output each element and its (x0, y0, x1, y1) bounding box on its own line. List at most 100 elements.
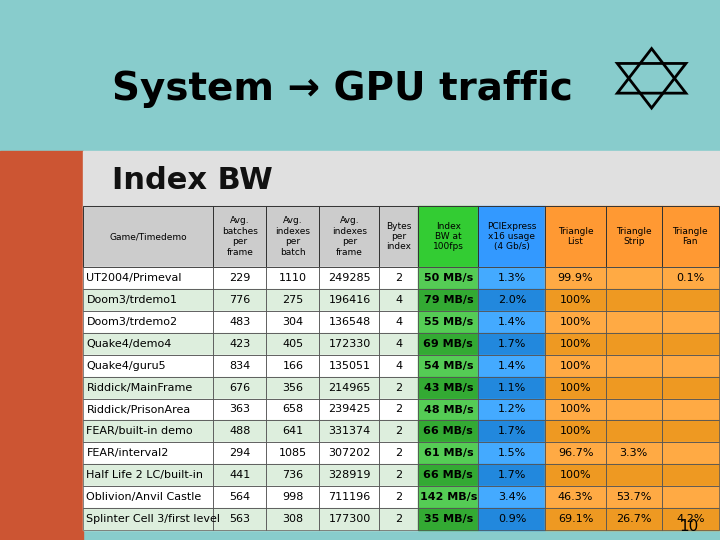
Text: Index
BW at
100fps: Index BW at 100fps (433, 221, 464, 252)
Text: 998: 998 (282, 492, 304, 502)
Bar (546, 421, 606, 442)
Bar (266, 267, 320, 289)
Bar (83, 421, 214, 442)
Bar (83, 442, 214, 464)
Bar (83, 487, 214, 508)
Bar (320, 487, 379, 508)
Text: Triangle
List: Triangle List (558, 227, 593, 246)
Bar (546, 508, 606, 530)
Bar (83, 464, 214, 487)
Bar (266, 355, 320, 376)
Text: 1.7%: 1.7% (498, 427, 526, 436)
Text: 66 MB/s: 66 MB/s (423, 470, 473, 481)
Bar (379, 376, 418, 399)
Bar (546, 289, 606, 310)
Bar (662, 333, 719, 355)
Text: 405: 405 (282, 339, 304, 349)
Bar (379, 487, 418, 508)
Bar (606, 376, 662, 399)
Bar (546, 333, 606, 355)
Bar (662, 355, 719, 376)
Bar (379, 508, 418, 530)
Text: 53.7%: 53.7% (616, 492, 652, 502)
Bar (418, 310, 478, 333)
Bar (418, 464, 478, 487)
Text: 100%: 100% (559, 427, 591, 436)
Text: Half Life 2 LC/built-in: Half Life 2 LC/built-in (86, 470, 204, 481)
Text: 2: 2 (395, 273, 402, 283)
Text: Triangle
Fan: Triangle Fan (672, 227, 708, 246)
Bar (83, 376, 214, 399)
Bar (320, 399, 379, 421)
Bar (662, 508, 719, 530)
Bar (418, 442, 478, 464)
Text: 2: 2 (395, 514, 402, 524)
Text: 3.3%: 3.3% (620, 448, 648, 458)
Bar (83, 399, 214, 421)
Bar (379, 508, 418, 530)
Bar (214, 487, 266, 508)
Text: Oblivion/Anvil Castle: Oblivion/Anvil Castle (86, 492, 202, 502)
Bar (266, 508, 320, 530)
Text: PCIExpress
x16 usage
(4 Gb/s): PCIExpress x16 usage (4 Gb/s) (487, 221, 536, 252)
Bar (546, 333, 606, 355)
Text: 177300: 177300 (328, 514, 371, 524)
Bar (478, 289, 546, 310)
Bar (662, 376, 719, 399)
Bar (266, 355, 320, 376)
Text: Doom3/trdemo2: Doom3/trdemo2 (86, 316, 178, 327)
Bar (320, 376, 379, 399)
Bar (266, 421, 320, 442)
Bar (379, 376, 418, 399)
Text: 1.4%: 1.4% (498, 316, 526, 327)
Bar (83, 310, 214, 333)
Text: 294: 294 (229, 448, 251, 458)
Bar (320, 421, 379, 442)
Text: 196416: 196416 (328, 295, 371, 305)
Bar (83, 421, 214, 442)
Bar (214, 508, 266, 530)
Bar (379, 206, 418, 267)
Bar (662, 267, 719, 289)
Bar (379, 206, 418, 267)
Bar (546, 399, 606, 421)
Bar (478, 421, 546, 442)
Text: 736: 736 (282, 470, 304, 481)
Bar (606, 421, 662, 442)
Bar (214, 508, 266, 530)
Text: 54 MB/s: 54 MB/s (423, 361, 473, 370)
Bar (214, 376, 266, 399)
Bar (320, 310, 379, 333)
Bar (546, 310, 606, 333)
Text: 229: 229 (229, 273, 251, 283)
Bar (662, 399, 719, 421)
Text: 172330: 172330 (328, 339, 371, 349)
Bar (662, 508, 719, 530)
Bar (478, 355, 546, 376)
Bar (546, 508, 606, 530)
Bar (266, 289, 320, 310)
Text: 100%: 100% (559, 339, 591, 349)
Bar (662, 464, 719, 487)
Text: 100%: 100% (559, 404, 591, 415)
Bar (83, 355, 214, 376)
Bar (379, 399, 418, 421)
Bar (214, 399, 266, 421)
Text: 676: 676 (230, 382, 251, 393)
Bar (379, 442, 418, 464)
Bar (418, 289, 478, 310)
Bar (478, 206, 546, 267)
Text: Riddick/PrisonArea: Riddick/PrisonArea (86, 404, 191, 415)
Text: 0.1%: 0.1% (676, 273, 704, 283)
Bar (418, 206, 478, 267)
Bar (662, 464, 719, 487)
Bar (266, 487, 320, 508)
Bar (662, 289, 719, 310)
Bar (320, 464, 379, 487)
Bar (418, 310, 478, 333)
Bar (418, 355, 478, 376)
Text: Game/Timedemo: Game/Timedemo (109, 232, 187, 241)
Bar (266, 464, 320, 487)
Bar (478, 508, 546, 530)
Bar (214, 267, 266, 289)
